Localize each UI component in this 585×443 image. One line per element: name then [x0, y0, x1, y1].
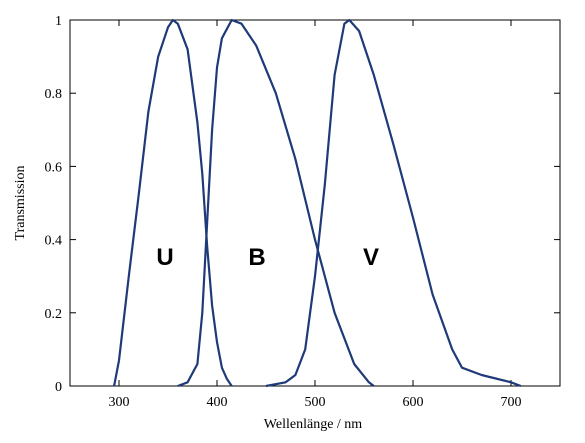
series-line: [265, 18, 522, 388]
y-tick-label: 0.8: [45, 87, 63, 102]
y-tick-label: 0.2: [45, 307, 63, 322]
series-line: [113, 18, 233, 387]
y-tick-label: 0.6: [45, 160, 63, 175]
x-tick-label: 300: [109, 395, 130, 410]
y-tick-label: 0: [55, 380, 62, 395]
x-tick-label: 700: [501, 395, 522, 410]
series-label: U: [156, 244, 173, 271]
y-tick-label: 1: [55, 14, 62, 29]
series-label: B: [248, 244, 265, 271]
x-tick-label: 500: [305, 395, 326, 410]
plot-frame: [69, 19, 561, 387]
series-line: [177, 18, 375, 388]
series-label: V: [363, 244, 379, 271]
x-axis-label: Wellenlänge / nm: [264, 417, 363, 432]
x-tick-label: 600: [403, 395, 424, 410]
y-tick-label: 0.4: [45, 234, 63, 249]
x-tick-label: 400: [207, 395, 228, 410]
y-axis-label: Transmission: [13, 166, 28, 241]
